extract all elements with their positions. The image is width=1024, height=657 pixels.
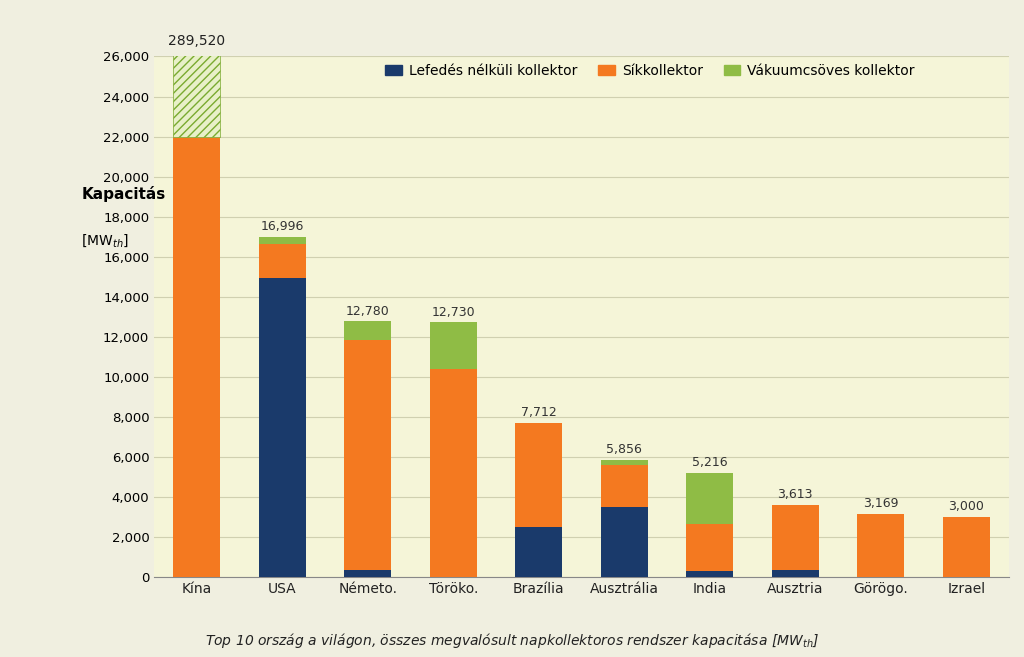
Bar [259, 237, 306, 244]
Bar [430, 369, 477, 577]
Bar [515, 422, 562, 527]
Bar [686, 524, 733, 571]
Text: Kapacitás: Kapacitás [82, 187, 166, 202]
Text: 3,613: 3,613 [777, 488, 813, 501]
Bar [173, 47, 220, 137]
Bar [344, 340, 391, 570]
Text: [MW$_{th}$]: [MW$_{th}$] [82, 233, 129, 249]
Bar [173, 137, 220, 577]
Bar [515, 527, 562, 577]
Text: 16,996: 16,996 [261, 220, 304, 233]
Text: 12,730: 12,730 [431, 306, 475, 319]
Bar [686, 472, 733, 524]
Text: 5,216: 5,216 [692, 456, 728, 469]
Text: 7,712: 7,712 [521, 406, 557, 419]
Bar [430, 322, 477, 369]
Text: 3,000: 3,000 [948, 501, 984, 514]
Bar [857, 514, 904, 577]
Bar [943, 517, 990, 577]
Bar [601, 460, 648, 465]
Bar [686, 571, 733, 577]
Text: 3,169: 3,169 [863, 497, 898, 510]
Text: 12,780: 12,780 [346, 305, 390, 317]
Bar [344, 570, 391, 577]
Bar [259, 278, 306, 577]
Bar [772, 505, 819, 570]
Text: 5,856: 5,856 [606, 443, 642, 456]
Legend: Lefedés nélküli kollektor, Síkkollektor, Vákuumcsöves kollektor: Lefedés nélküli kollektor, Síkkollektor,… [380, 58, 921, 83]
Bar [772, 570, 819, 577]
Bar [601, 465, 648, 507]
Text: 289,520: 289,520 [168, 34, 225, 49]
Bar [344, 321, 391, 340]
Text: Top 10 ország a világon, összes megvalósult napkollektoros rendszer kapacitása [: Top 10 ország a világon, összes megvalós… [205, 631, 819, 650]
Bar [259, 244, 306, 278]
Bar [601, 507, 648, 577]
